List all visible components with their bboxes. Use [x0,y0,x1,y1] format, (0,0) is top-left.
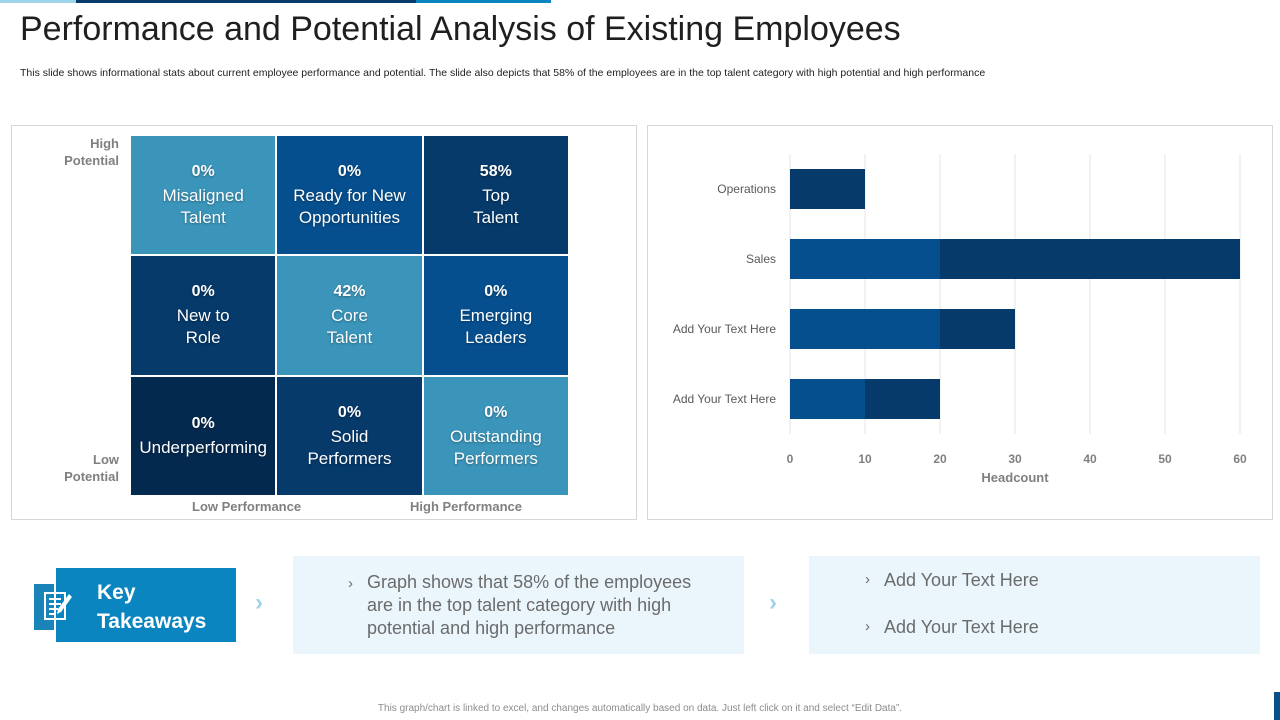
takeaway-text-line: potential and high performance [367,618,616,638]
bar-segment [790,169,865,209]
takeaway-text-line: are in the top talent category with high [367,595,672,615]
matrix-cell[interactable]: 0% Misaligned Talent [131,136,276,255]
x-tick-label: 30 [1008,452,1022,466]
x-tick-label: 20 [933,452,947,466]
cell-label-line2: Leaders [465,328,527,348]
cell-percent: 0% [191,283,215,301]
bar-segment [790,309,940,349]
category-label: Sales [746,252,776,266]
page-subtitle: This slide shows informational stats abo… [20,67,986,79]
chevron-right-icon: › [769,589,777,616]
x-axis-label: Headcount [981,470,1049,485]
takeaway-text: Add Your Text Here [884,570,1039,590]
x-tick-label: 60 [1233,452,1247,466]
bullet-arrow-icon: › [865,618,870,635]
cell-label-line1: Outstanding [449,426,542,446]
matrix-cell[interactable]: 0% Emerging Leaders [423,256,568,375]
cell-label-line1: Solid [330,426,369,446]
cell-label-line1: Underperforming [139,437,267,457]
takeaway-box-2[interactable]: › Add Your Text Here › Add Your Text Her… [809,556,1260,654]
cell-percent: 0% [337,163,362,181]
x-tick-label: 40 [1083,452,1097,466]
matrix-cell[interactable]: 42% Core Talent [277,256,422,375]
matrix-cell[interactable]: 0% Outstanding Performers [423,376,568,495]
matrix-cell[interactable]: 0% Solid Performers [277,376,422,495]
bar-segment [790,239,940,279]
takeaway-bullet: › Add Your Text Here [865,570,1039,591]
cell-label-line2: Role [185,328,221,348]
top-accent-dark [76,0,416,3]
notepad-icon [44,592,72,620]
x-tick-label: 0 [787,452,794,466]
cell-percent: 58% [479,163,512,181]
matrix-cell[interactable]: 0% Ready for New Opportunities [277,136,422,255]
matrix-cell[interactable]: 0% Underperforming [131,376,276,495]
cell-label-line1: Misaligned [162,186,244,206]
page-title: Performance and Potential Analysis of Ex… [20,10,901,48]
matrix-cell[interactable]: 0% New to Role [131,256,276,375]
takeaway-box-1[interactable]: › Graph shows that 58% of the employees … [293,556,744,654]
x-tick-label: 10 [858,452,872,466]
cell-label-line1: Ready for New [293,186,406,206]
takeaway-bullet: › Add Your Text Here [865,617,1039,638]
takeaways-heading-line1: Key [97,581,136,604]
bar-segment [940,309,1015,349]
cell-label-line2: Performers [307,448,392,468]
x-axis-low-label: Low Performance [192,499,302,514]
x-axis-high-label: High Performance [410,499,522,514]
cell-label-line2: Talent [473,208,519,228]
takeaway-text-line: Graph shows that 58% of the employees [367,572,692,592]
y-axis-high-label: High Potential [64,136,119,168]
cell-label-line1: New to [176,306,230,326]
takeaway-text: Add Your Text Here [884,617,1039,637]
headcount-bar-chart[interactable]: 0 10 20 30 40 50 60 Operations Sales Add Your Tex… [649,126,1273,519]
x-tick-label: 50 [1158,452,1172,466]
cell-percent: 0% [484,283,508,301]
corner-accent [1274,692,1280,720]
bar-segment [790,379,865,419]
takeaway-text: Graph shows that 58% of the employees ar… [367,571,691,640]
cell-percent: 0% [191,163,215,181]
category-label: Add Your Text Here [673,392,777,406]
cell-label-line2: Talent [326,328,373,348]
cell-percent: 0% [484,403,508,421]
cell-percent: 42% [333,283,366,301]
footer-note: This graph/chart is linked to excel, and… [377,703,903,714]
bullet-arrow-icon: › [865,571,870,588]
cell-label-line1: Top [482,186,510,206]
talent-matrix: 0% Misaligned Talent 0% Ready for New Opport… [131,136,568,495]
takeaways-heading-line2: Takeaways [97,610,207,633]
cell-label-line2: Performers [453,448,538,468]
chevron-right-icon: › [255,589,263,616]
bullet-arrow-icon: › [348,575,353,592]
top-accent-light [0,0,76,3]
bar-segment [865,379,940,419]
matrix-cell[interactable]: 58% Top Talent [423,136,568,255]
cell-percent: 0% [337,403,362,421]
bar-segment [940,239,1240,279]
top-accent-mid [416,0,551,3]
y-axis-low-label: Low Potential [64,452,119,484]
takeaway-bullet: › Graph shows that 58% of the employees … [348,571,691,640]
cell-label-line1: Emerging [459,306,533,326]
takeaways-heading: Key Takeaways [97,578,206,636]
cell-label-line2: Opportunities [298,208,401,228]
cell-label-line2: Talent [180,208,226,228]
category-label: Add Your Text Here [673,322,777,336]
cell-label-line1: Core [331,306,368,326]
category-label: Operations [717,182,776,196]
cell-percent: 0% [191,414,215,432]
